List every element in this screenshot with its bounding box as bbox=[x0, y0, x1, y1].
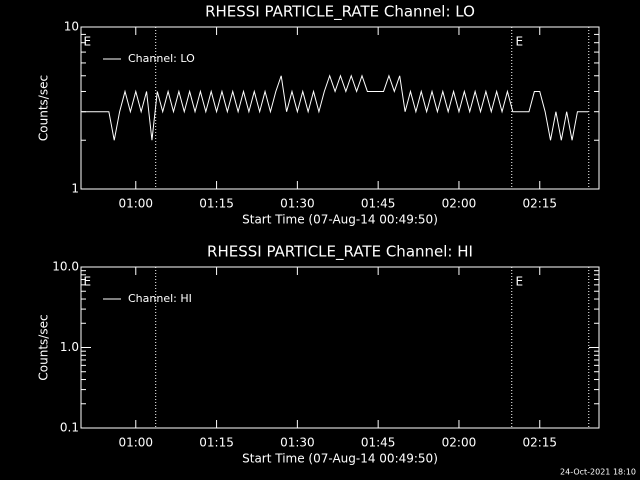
x-axis-label: Start Time (07-Aug-14 00:49:50) bbox=[242, 213, 438, 227]
y-axis-label: Counts/sec bbox=[37, 314, 51, 380]
plot-frame bbox=[80, 26, 600, 190]
y-tick-label: 0.1 bbox=[60, 421, 79, 435]
chart-title: RHESSI PARTICLE_RATE Channel: LO bbox=[205, 3, 475, 22]
x-tick-label: 02:15 bbox=[522, 436, 557, 450]
y-tick-label: 1.0 bbox=[60, 340, 79, 354]
legend-label: Channel: LO bbox=[128, 52, 195, 65]
y-tick-label: 10 bbox=[64, 20, 79, 34]
legend-label: Channel: HI bbox=[128, 292, 192, 305]
x-tick-label: 01:15 bbox=[199, 436, 234, 450]
x-tick-label: 02:00 bbox=[442, 197, 477, 211]
x-tick-label: 02:00 bbox=[442, 436, 477, 450]
x-tick-label: 01:00 bbox=[118, 197, 153, 211]
x-tick-label: 01:45 bbox=[361, 436, 396, 450]
event-flag: E bbox=[516, 275, 524, 289]
x-tick-label: 01:45 bbox=[361, 197, 396, 211]
x-tick-label: 01:15 bbox=[199, 197, 234, 211]
event-flag: E bbox=[516, 35, 524, 49]
x-axis-label: Start Time (07-Aug-14 00:49:50) bbox=[242, 452, 438, 466]
footer-timestamp: 24-Oct-2021 18:10 bbox=[560, 468, 636, 477]
event-flag: E bbox=[84, 35, 92, 49]
data-line bbox=[81, 74, 589, 141]
y-tick-label: 1 bbox=[71, 182, 79, 196]
y-axis-label: Counts/sec bbox=[37, 75, 51, 141]
chart-title: RHESSI PARTICLE_RATE Channel: HI bbox=[207, 243, 473, 262]
event-flag: E bbox=[84, 275, 92, 289]
x-tick-label: 02:15 bbox=[522, 197, 557, 211]
x-tick-label: 01:30 bbox=[280, 197, 315, 211]
y-tick-label: 10.0 bbox=[52, 260, 79, 274]
x-tick-label: 01:00 bbox=[118, 436, 153, 450]
x-tick-label: 01:30 bbox=[280, 436, 315, 450]
